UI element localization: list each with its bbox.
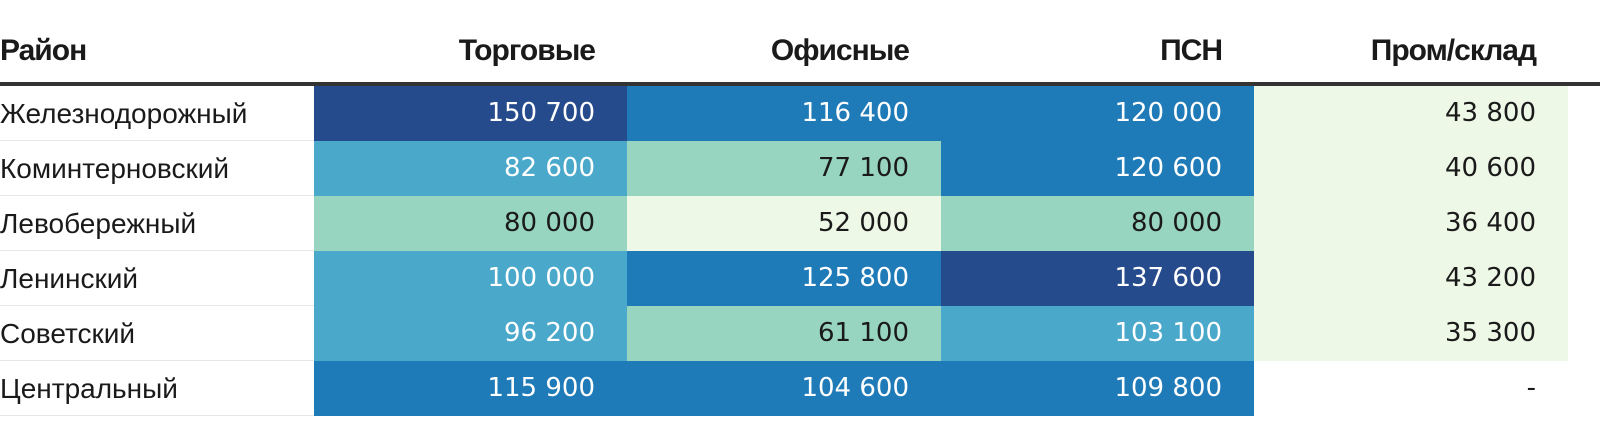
district-name: Железнодорожный [0,86,314,141]
value-cell: 52 000 [627,196,941,251]
table-row: Железнодорожный 150 700 116 400 120 000 43 8… [0,86,1600,141]
table-row: Советский 96 200 61 100 103 100 35 300 [0,306,1600,361]
district-name: Советский [0,306,314,361]
value-cell: 43 800 [1254,86,1568,141]
value-cell: 100 000 [314,251,627,306]
value-cell: - [1254,361,1568,416]
value-cell: 116 400 [627,86,941,141]
header-industrial: Пром/склад [1370,34,1537,67]
value-cell: 82 600 [314,141,627,196]
table-row: Левобережный 80 000 52 000 80 000 36 400 [0,196,1600,251]
value-cell: 36 400 [1254,196,1568,251]
header-district: Район [0,34,87,67]
value-cell: 43 200 [1254,251,1568,306]
value-cell: 104 600 [627,361,941,416]
header-psn: ПСН [1160,34,1223,67]
table-row: Ленинский 100 000 125 800 137 600 43 200 [0,251,1600,306]
value-cell: 40 600 [1254,141,1568,196]
value-cell: 109 800 [941,361,1254,416]
table-row: Центральный 115 900 104 600 109 800- [0,361,1600,416]
value-cell: 120 600 [941,141,1254,196]
value-cell: 137 600 [941,251,1254,306]
value-cell: 150 700 [314,86,627,141]
district-name: Ленинский [0,251,314,306]
value-cell: 80 000 [941,196,1254,251]
table-row: Коминтерновский 82 600 77 100 120 600 40 600 [0,141,1600,196]
value-cell: 115 900 [314,361,627,416]
value-cell: 125 800 [627,251,941,306]
district-name: Центральный [0,361,314,416]
value-cell: 35 300 [1254,306,1568,361]
header-retail: Торговые [458,34,596,67]
district-name: Левобережный [0,196,314,251]
table-header: Район Торговые Офисные ПСН Пром/склад [0,20,1600,86]
heatmap-table: Район Торговые Офисные ПСН Пром/склад Же… [0,20,1600,416]
header-office: Офисные [770,34,910,67]
district-name: Коминтерновский [0,141,314,196]
value-cell: 80 000 [314,196,627,251]
value-cell: 120 000 [941,86,1254,141]
table-body: Железнодорожный 150 700 116 400 120 000 43 8… [0,86,1600,416]
value-cell: 96 200 [314,306,627,361]
value-cell: 77 100 [627,141,941,196]
value-cell: 103 100 [941,306,1254,361]
value-cell: 61 100 [627,306,941,361]
